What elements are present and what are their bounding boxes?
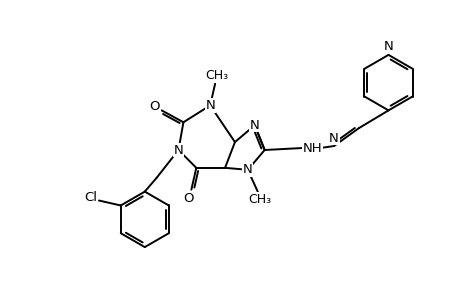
Text: N: N [242, 163, 252, 176]
Text: CH₃: CH₃ [205, 69, 228, 82]
Text: CH₃: CH₃ [247, 193, 271, 206]
Text: N: N [173, 143, 183, 157]
Text: O: O [149, 100, 160, 113]
Text: Cl: Cl [84, 191, 97, 204]
Text: N: N [329, 132, 338, 145]
Text: N: N [383, 40, 392, 53]
Text: NH: NH [302, 142, 321, 154]
Text: O: O [183, 192, 193, 205]
Text: N: N [205, 99, 215, 112]
Text: N: N [249, 119, 259, 132]
